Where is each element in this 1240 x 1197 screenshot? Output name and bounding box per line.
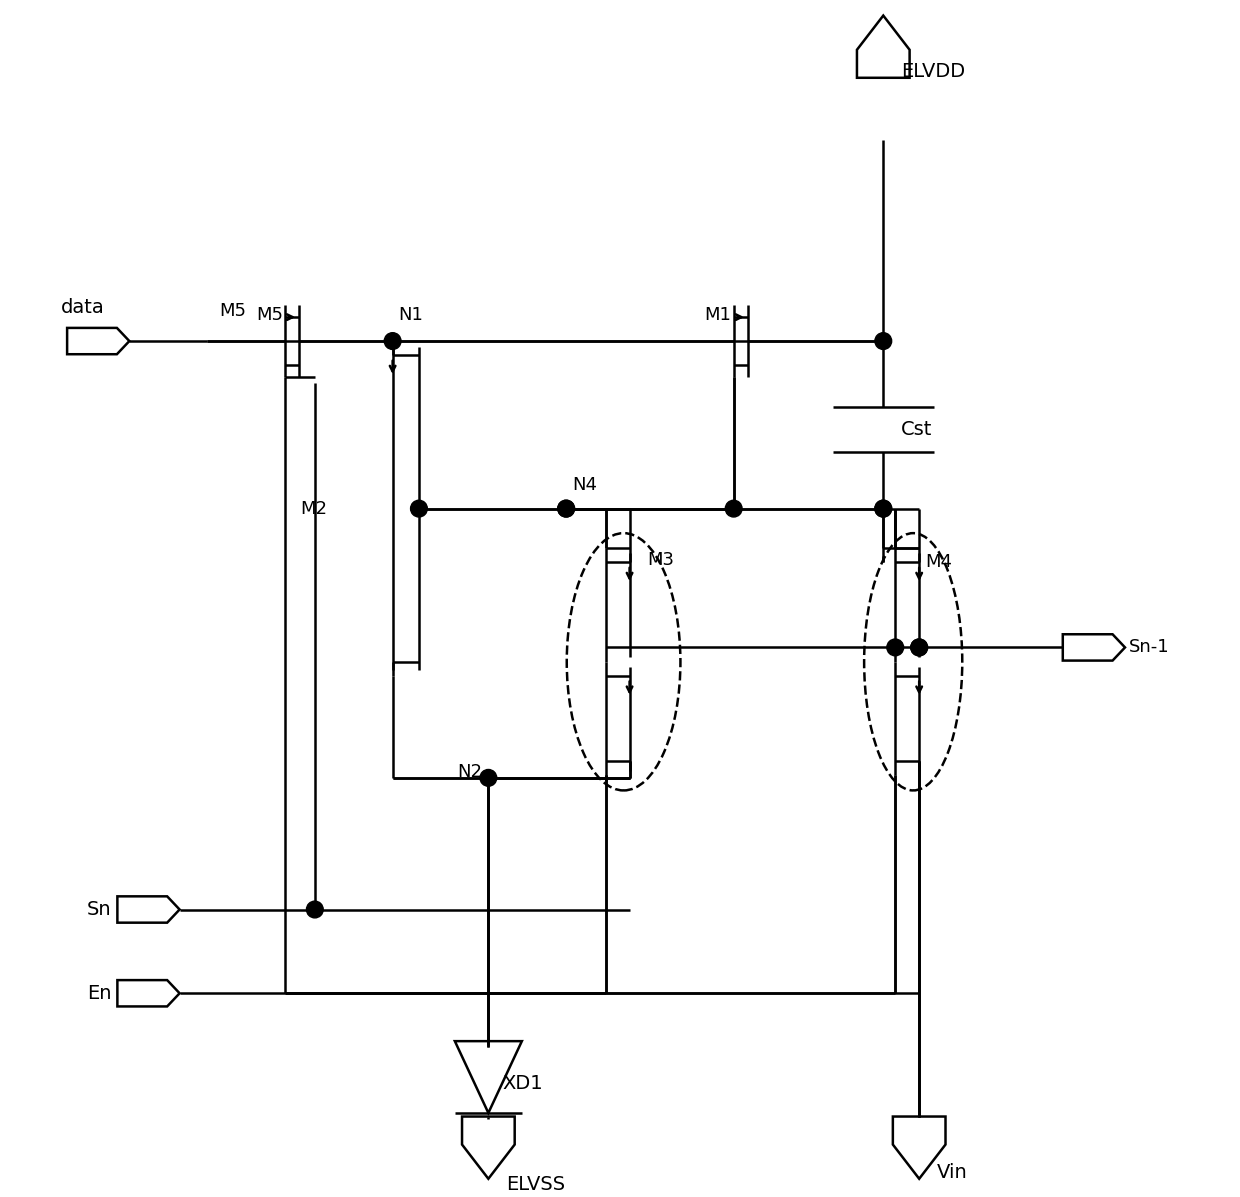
Text: N2: N2 [458,762,482,780]
Text: Sn-1: Sn-1 [1128,638,1169,656]
Circle shape [480,770,497,786]
Circle shape [887,639,904,656]
Text: N1: N1 [398,305,424,323]
Text: Vin: Vin [937,1163,968,1183]
Text: ELVDD: ELVDD [901,62,966,81]
Circle shape [875,333,892,350]
Circle shape [558,500,574,517]
Text: M3: M3 [647,551,675,569]
Circle shape [725,500,742,517]
Circle shape [384,333,401,350]
Text: M4: M4 [925,553,952,571]
Circle shape [410,500,428,517]
Circle shape [911,639,928,656]
Text: data: data [61,298,105,317]
Circle shape [875,500,892,517]
Circle shape [558,500,574,517]
Text: M5: M5 [219,302,246,320]
Text: En: En [87,984,112,1003]
Text: N4: N4 [572,475,598,493]
Text: ELVSS: ELVSS [506,1175,565,1195]
Text: XD1: XD1 [502,1074,543,1093]
Circle shape [911,639,928,656]
Text: M2: M2 [300,499,327,517]
Circle shape [306,901,324,918]
Text: M1: M1 [704,305,732,323]
Text: Sn: Sn [87,900,112,919]
Circle shape [875,500,892,517]
Text: M5: M5 [255,305,283,323]
Text: Cst: Cst [901,420,932,439]
